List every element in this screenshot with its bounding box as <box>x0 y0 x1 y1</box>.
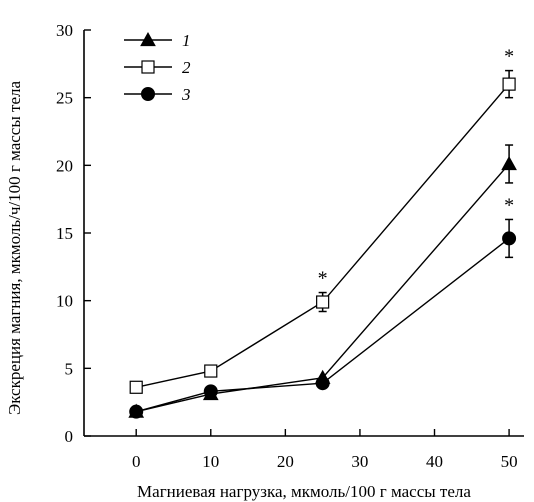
y-tick-label: 5 <box>65 359 74 378</box>
series: *** <box>128 46 517 419</box>
data-point <box>203 384 218 399</box>
x-axis-title: Магниевая нагрузка, мкмоль/100 г массы т… <box>137 482 471 501</box>
y-tick-label: 0 <box>65 427 74 446</box>
legend-marker <box>141 87 155 101</box>
y-tick-label: 25 <box>56 89 73 108</box>
significance-star: * <box>318 268 328 290</box>
y-tick-label: 30 <box>56 21 73 40</box>
series-2: ** <box>129 46 516 394</box>
legend: 1 2 3 <box>124 31 191 104</box>
series-line-1 <box>136 163 510 413</box>
y-tick-label: 10 <box>56 292 73 311</box>
x-tick-label: 30 <box>351 452 368 471</box>
legend-label: 1 <box>182 31 191 50</box>
series-line-2 <box>136 83 510 388</box>
data-point <box>501 155 517 171</box>
x-tick-label: 50 <box>501 452 518 471</box>
data-point <box>502 231 517 246</box>
x-tick-label: 0 <box>132 452 141 471</box>
x-ticks: 0 10 20 30 40 50 <box>132 429 518 471</box>
x-tick-label: 40 <box>426 452 443 471</box>
legend-item-3: 3 <box>124 85 191 104</box>
legend-label: 2 <box>182 58 191 77</box>
data-point <box>502 77 516 91</box>
legend-marker <box>140 31 156 47</box>
series-3: * <box>129 194 517 419</box>
x-tick-label: 20 <box>277 452 294 471</box>
series-line-3 <box>136 237 510 413</box>
y-axis-title: Экскреция магния, мкмоль/ч/100 г массы т… <box>5 81 24 416</box>
y-ticks: 0 5 10 15 20 25 30 <box>56 21 91 446</box>
legend-item-1: 1 <box>124 31 191 50</box>
y-tick-label: 20 <box>56 156 73 175</box>
x-tick-label: 10 <box>202 452 219 471</box>
legend-label: 3 <box>181 85 191 104</box>
y-tick-label: 15 <box>56 224 73 243</box>
significance-star: * <box>504 46 514 68</box>
data-point <box>204 364 218 378</box>
legend-item-2: 2 <box>124 58 191 77</box>
significance-star: * <box>504 194 514 216</box>
legend-marker <box>141 60 155 74</box>
data-point <box>315 376 330 391</box>
data-point <box>316 295 330 309</box>
data-point <box>129 404 144 419</box>
data-point <box>129 380 143 394</box>
